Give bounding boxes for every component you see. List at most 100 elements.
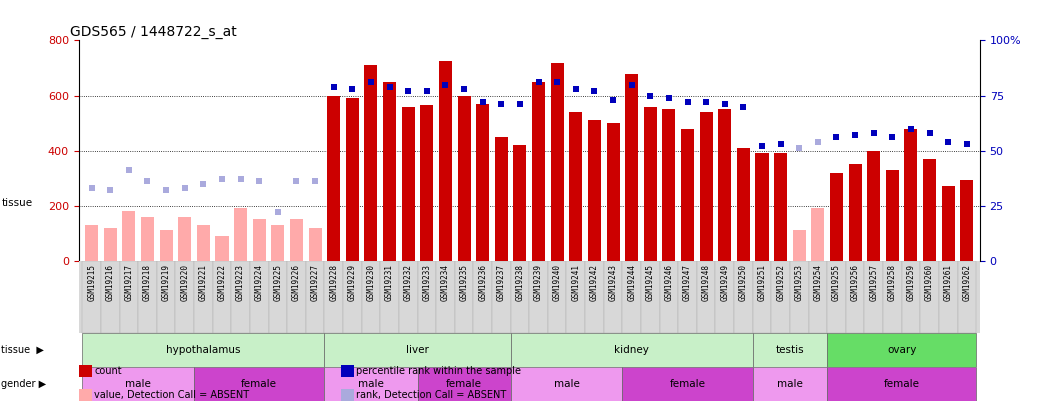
Text: GSM19220: GSM19220 <box>180 264 190 301</box>
Text: GSM19224: GSM19224 <box>255 264 264 301</box>
Bar <box>920 261 939 333</box>
Text: GSM19260: GSM19260 <box>925 264 934 301</box>
Text: value, Detection Call = ABSENT: value, Detection Call = ABSENT <box>94 390 249 400</box>
Bar <box>827 261 846 333</box>
Text: gender ▶: gender ▶ <box>1 379 46 389</box>
Bar <box>774 153 787 261</box>
Bar <box>232 261 249 333</box>
Text: GSM19216: GSM19216 <box>106 264 115 301</box>
Bar <box>253 220 266 261</box>
Bar <box>529 261 548 333</box>
Bar <box>939 261 958 333</box>
Bar <box>867 151 880 261</box>
Bar <box>567 261 585 333</box>
Text: GSM19227: GSM19227 <box>310 264 320 301</box>
Bar <box>492 261 510 333</box>
Text: GSM19237: GSM19237 <box>497 264 506 301</box>
Bar <box>716 261 734 333</box>
Bar <box>439 61 452 261</box>
Text: GSM19241: GSM19241 <box>571 264 581 301</box>
Bar <box>290 220 303 261</box>
Bar <box>752 261 771 333</box>
Text: GSM19249: GSM19249 <box>720 264 729 301</box>
Bar <box>362 261 380 333</box>
Text: ovary: ovary <box>887 345 916 355</box>
Text: GSM19242: GSM19242 <box>590 264 598 301</box>
Bar <box>846 261 865 333</box>
Text: GSM19235: GSM19235 <box>460 264 468 301</box>
Bar <box>809 261 827 333</box>
Bar <box>417 367 510 401</box>
Bar <box>436 261 455 333</box>
Text: GSM19217: GSM19217 <box>125 264 133 301</box>
Bar <box>101 261 119 333</box>
Text: GSM19238: GSM19238 <box>516 264 524 301</box>
Bar <box>194 261 213 333</box>
Text: GSM19255: GSM19255 <box>832 264 840 301</box>
Bar <box>234 209 247 261</box>
Bar <box>958 261 976 333</box>
Text: GSM19240: GSM19240 <box>552 264 562 301</box>
Text: testis: testis <box>776 345 804 355</box>
Bar <box>659 261 678 333</box>
Bar <box>141 217 154 261</box>
Text: tissue  ▶: tissue ▶ <box>1 345 44 355</box>
Text: male: male <box>126 379 151 389</box>
Bar <box>623 261 641 333</box>
Bar <box>455 261 474 333</box>
Bar <box>159 230 173 261</box>
Bar <box>83 333 325 367</box>
Text: GSM19258: GSM19258 <box>888 264 897 301</box>
Text: percentile rank within the sample: percentile rank within the sample <box>356 366 521 375</box>
Bar <box>417 261 436 333</box>
Bar <box>268 261 287 333</box>
Bar <box>550 62 564 261</box>
Bar <box>327 96 341 261</box>
Text: GSM19228: GSM19228 <box>329 264 339 301</box>
Bar <box>271 225 284 261</box>
Text: male: male <box>553 379 580 389</box>
Text: GSM19246: GSM19246 <box>664 264 674 301</box>
Text: GSM19261: GSM19261 <box>943 264 953 301</box>
Text: GSM19256: GSM19256 <box>851 264 859 301</box>
Bar <box>380 261 399 333</box>
Bar <box>474 261 492 333</box>
Bar <box>790 261 809 333</box>
Bar <box>827 333 976 367</box>
Bar <box>718 109 732 261</box>
Bar <box>308 228 322 261</box>
Text: GDS565 / 1448722_s_at: GDS565 / 1448722_s_at <box>69 26 237 39</box>
Text: GSM19247: GSM19247 <box>683 264 692 301</box>
Bar <box>697 261 716 333</box>
Text: female: female <box>446 379 482 389</box>
Text: GSM19239: GSM19239 <box>534 264 543 301</box>
Bar <box>495 137 508 261</box>
Text: liver: liver <box>406 345 429 355</box>
Text: GSM19244: GSM19244 <box>627 264 636 301</box>
Bar <box>752 367 827 401</box>
Text: GSM19222: GSM19222 <box>218 264 226 301</box>
Bar <box>325 333 510 367</box>
Bar <box>681 129 694 261</box>
Bar <box>85 225 99 261</box>
Bar <box>123 211 135 261</box>
Text: GSM19225: GSM19225 <box>274 264 282 301</box>
Bar <box>771 261 790 333</box>
Bar <box>510 367 623 401</box>
Text: GSM19257: GSM19257 <box>869 264 878 301</box>
Bar <box>458 96 471 261</box>
Text: GSM19221: GSM19221 <box>199 264 208 301</box>
Bar <box>157 261 175 333</box>
Bar <box>734 261 752 333</box>
Bar <box>849 164 861 261</box>
Text: male: male <box>358 379 384 389</box>
Bar <box>604 261 623 333</box>
Bar <box>197 225 210 261</box>
Text: hypothalamus: hypothalamus <box>167 345 241 355</box>
Bar <box>399 261 417 333</box>
Bar <box>510 333 752 367</box>
Bar <box>641 261 659 333</box>
Text: GSM19218: GSM19218 <box>143 264 152 301</box>
Text: GSM19245: GSM19245 <box>646 264 655 301</box>
Text: GSM19231: GSM19231 <box>385 264 394 301</box>
